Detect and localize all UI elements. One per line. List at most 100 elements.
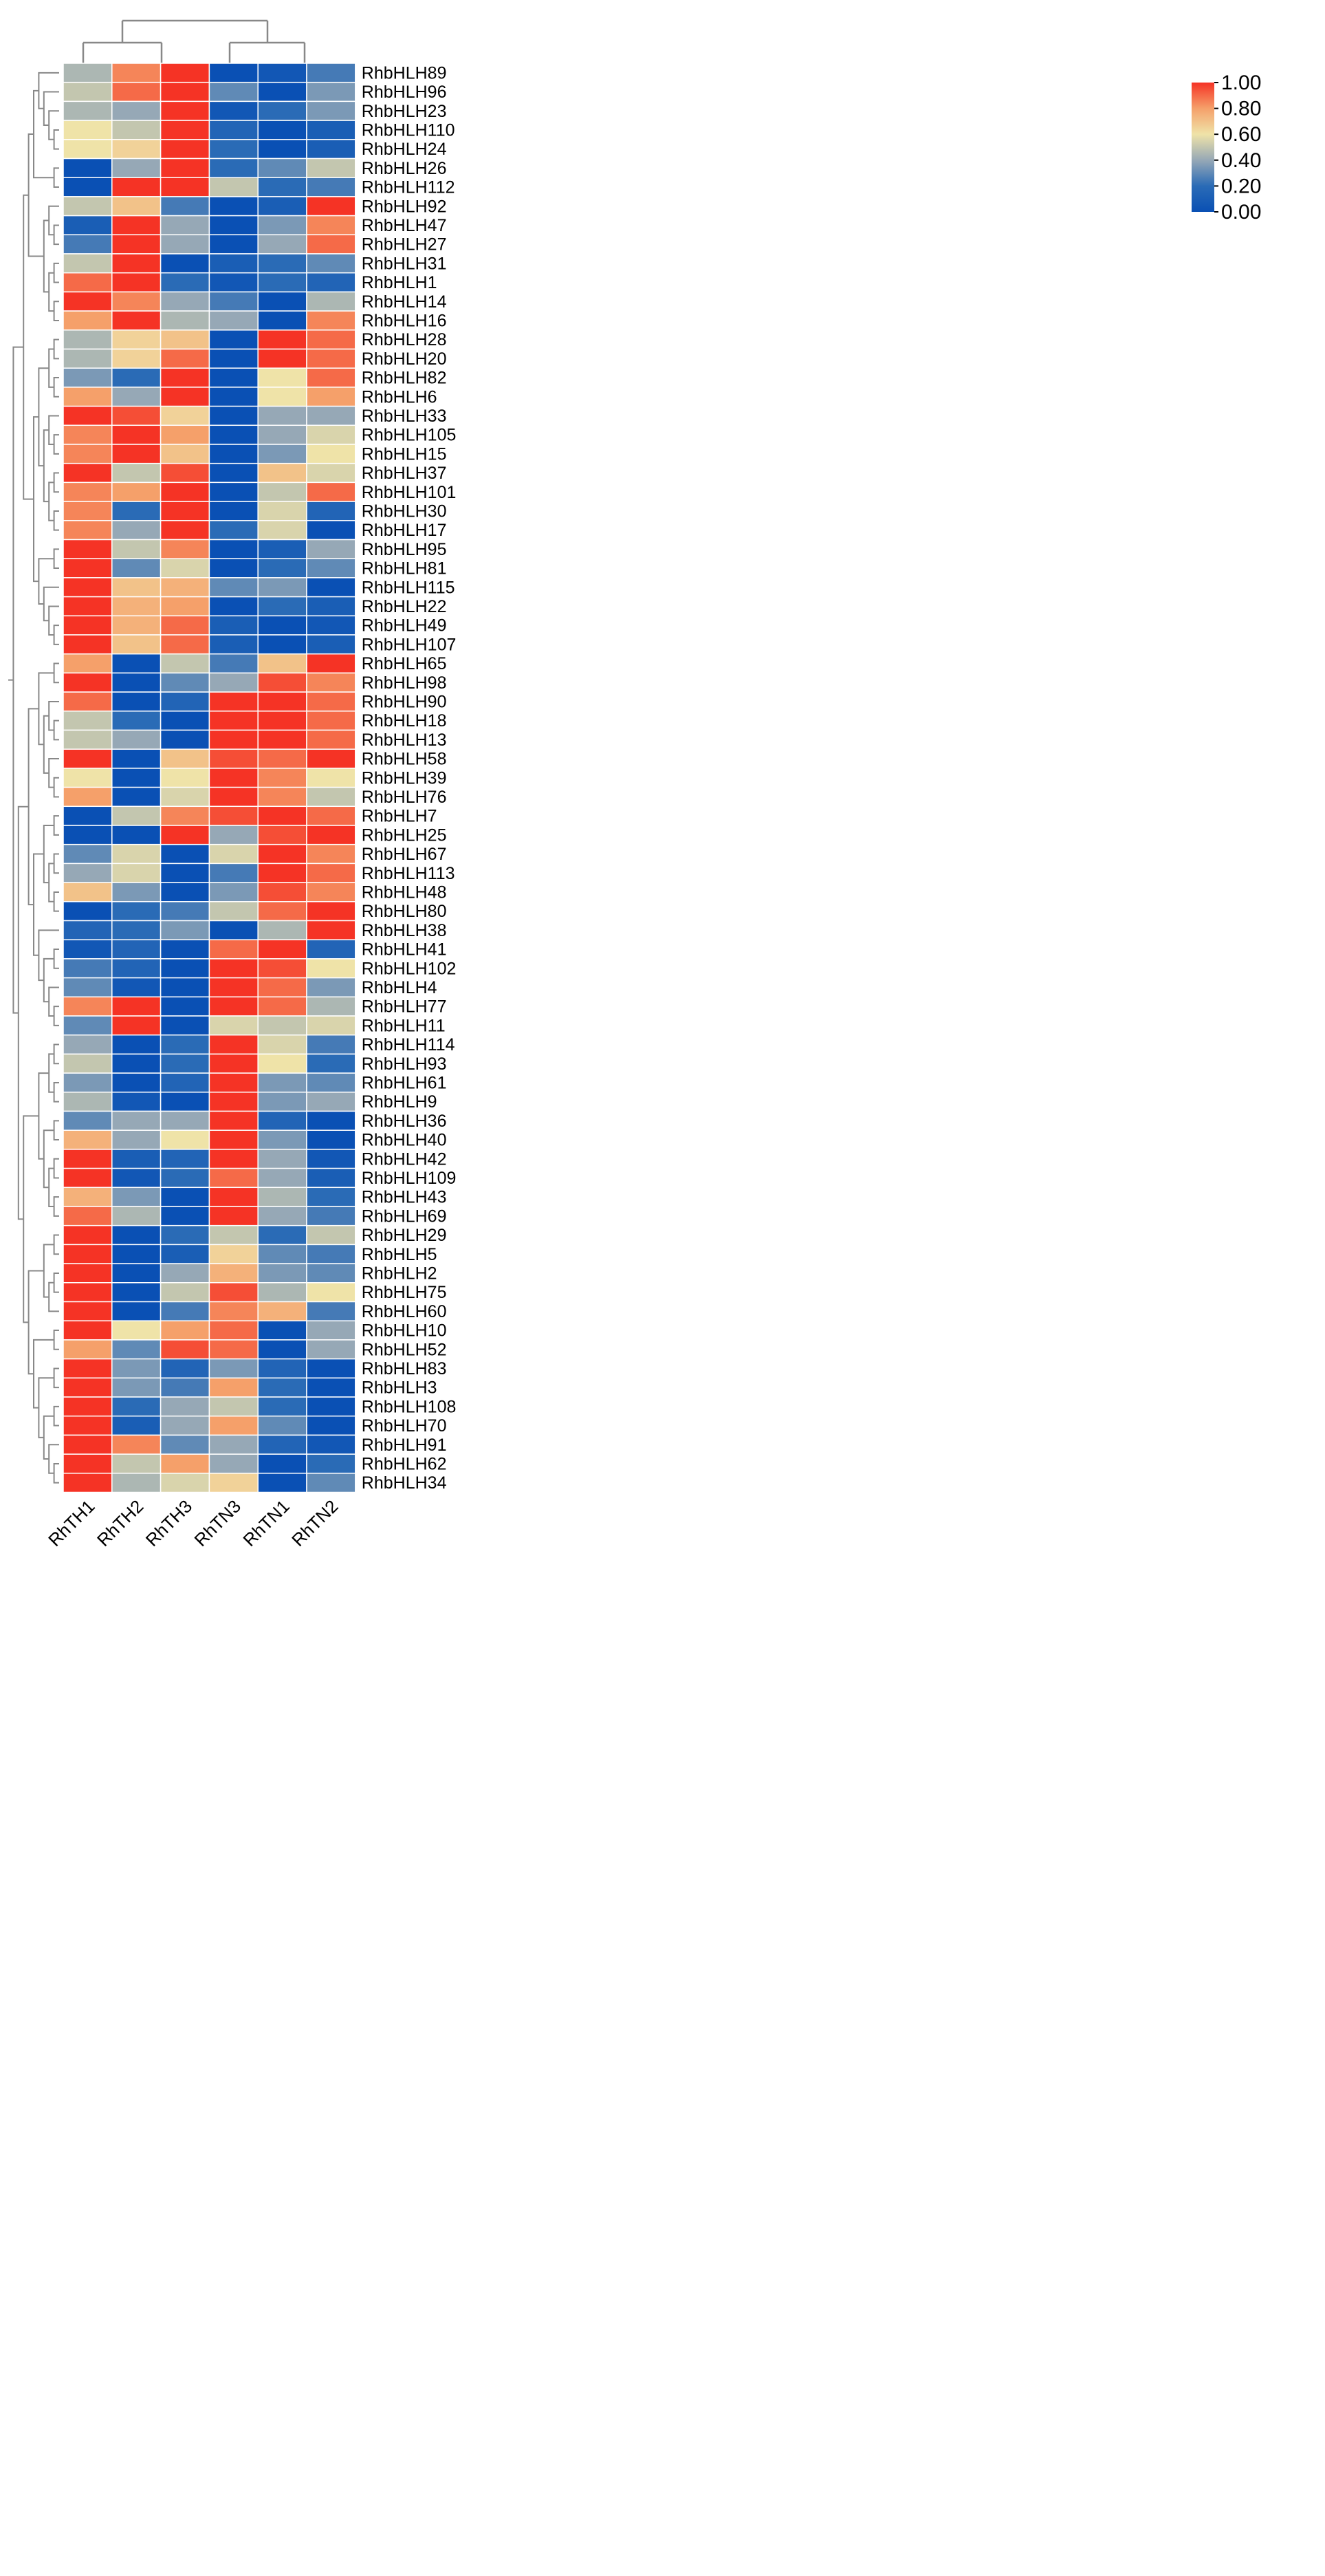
row-label: RhbHLH115 — [362, 578, 455, 597]
heatmap-cell — [257, 272, 307, 293]
heatmap-cell — [160, 1415, 210, 1436]
heatmap-cell — [111, 863, 162, 883]
row-dendro-branch — [53, 815, 59, 836]
heatmap-cell — [63, 920, 113, 940]
heatmap-cell — [208, 1034, 259, 1055]
heatmap-cell — [111, 653, 162, 674]
row-label: RhbHLH13 — [362, 730, 447, 750]
column-label: RhTN2 — [287, 1496, 342, 1550]
heatmap-cell — [160, 1053, 210, 1074]
row-dendro-branch — [53, 548, 59, 570]
heatmap-cell — [63, 958, 113, 979]
heatmap-cell — [111, 1167, 162, 1189]
heatmap-cell — [111, 1053, 162, 1074]
heatmap-cell — [160, 329, 210, 350]
row-label: RhbHLH11 — [362, 1016, 446, 1035]
heatmap-cell — [257, 653, 307, 674]
heatmap-cell — [63, 1206, 113, 1226]
row-dendro-branch — [38, 558, 54, 605]
row-dendro-branch — [53, 1367, 59, 1389]
heatmap-cell — [306, 310, 356, 331]
heatmap-cell — [111, 1396, 162, 1417]
heatmap-cell — [306, 1072, 356, 1093]
heatmap-cell — [208, 539, 259, 559]
heatmap-cell — [306, 1301, 356, 1321]
heatmap-cell — [160, 1453, 210, 1474]
heatmap-cell — [208, 481, 259, 502]
heatmap-cell — [208, 558, 259, 578]
heatmap-cell — [257, 1167, 307, 1189]
heatmap-cell — [208, 310, 259, 331]
heatmap-cell — [111, 253, 162, 274]
row-label: RhbHLH80 — [362, 902, 447, 921]
heatmap-cell — [111, 196, 162, 217]
row-label: RhbHLH43 — [362, 1188, 447, 1207]
heatmap-cell — [257, 1015, 307, 1036]
row-dendro-branch — [48, 1053, 54, 1093]
heatmap-cell — [257, 1282, 307, 1303]
heatmap-cell — [111, 1434, 162, 1455]
heatmap-cell — [208, 100, 259, 121]
heatmap-cell — [306, 1187, 356, 1207]
heatmap-cell — [208, 1110, 259, 1131]
heatmap-cell — [63, 234, 113, 255]
row-label: RhbHLH105 — [362, 426, 457, 445]
row-label: RhbHLH96 — [362, 83, 447, 102]
heatmap-cell — [63, 825, 113, 845]
heatmap-cell — [208, 367, 259, 388]
heatmap-cell — [111, 901, 162, 922]
heatmap-cell — [160, 1034, 210, 1055]
heatmap-cell — [160, 634, 210, 655]
heatmap-cell — [111, 596, 162, 617]
row-label: RhbHLH75 — [362, 1283, 447, 1302]
heatmap-cell — [306, 920, 356, 940]
heatmap-cell — [111, 1282, 162, 1303]
row-dendro-branch — [53, 853, 59, 874]
heatmap-cell — [306, 653, 356, 674]
row-dendro-branch — [38, 72, 59, 109]
heatmap-cell — [257, 539, 307, 559]
heatmap-cell — [306, 1415, 356, 1436]
row-dendro-branch — [53, 1158, 59, 1179]
heatmap-cell — [306, 634, 356, 655]
heatmap-cell — [257, 1149, 307, 1169]
heatmap-cell — [306, 768, 356, 788]
heatmap-cell — [257, 234, 307, 255]
heatmap-cell — [208, 139, 259, 160]
heatmap-cell — [306, 958, 356, 979]
heatmap-cell — [257, 1244, 307, 1264]
heatmap-cell — [208, 748, 259, 769]
heatmap-cell — [111, 1415, 162, 1436]
row-dendro-branch — [53, 625, 59, 645]
heatmap-cell — [257, 367, 307, 388]
heatmap-cell — [306, 1453, 356, 1474]
heatmap-cell — [257, 481, 307, 502]
heatmap-cell — [160, 1473, 210, 1493]
row-dendro-branch — [53, 1462, 59, 1484]
heatmap-cell — [208, 596, 259, 617]
heatmap-cell — [257, 882, 307, 902]
row-label: RhbHLH62 — [362, 1454, 447, 1473]
heatmap-cell — [257, 1129, 307, 1150]
heatmap-cell — [111, 691, 162, 712]
heatmap-cell — [208, 348, 259, 369]
heatmap-cell — [306, 1053, 356, 1074]
heatmap-cell — [257, 444, 307, 464]
heatmap-cell — [160, 1282, 210, 1303]
row-label: RhbHLH113 — [362, 864, 455, 883]
heatmap-cell — [306, 901, 356, 922]
heatmap-cell — [160, 1301, 210, 1321]
heatmap-cell — [160, 520, 210, 541]
heatmap-cell — [111, 291, 162, 312]
row-dendro-branch — [33, 1339, 54, 1409]
heatmap-cell — [63, 691, 113, 712]
heatmap-cell — [63, 805, 113, 826]
heatmap-cell — [208, 1053, 259, 1074]
heatmap-cell — [63, 653, 113, 674]
row-label: RhbHLH70 — [362, 1416, 447, 1436]
heatmap-cell — [208, 462, 259, 484]
heatmap-cell — [306, 882, 356, 902]
heatmap-cell — [306, 348, 356, 369]
row-dendro-branch — [33, 416, 39, 583]
